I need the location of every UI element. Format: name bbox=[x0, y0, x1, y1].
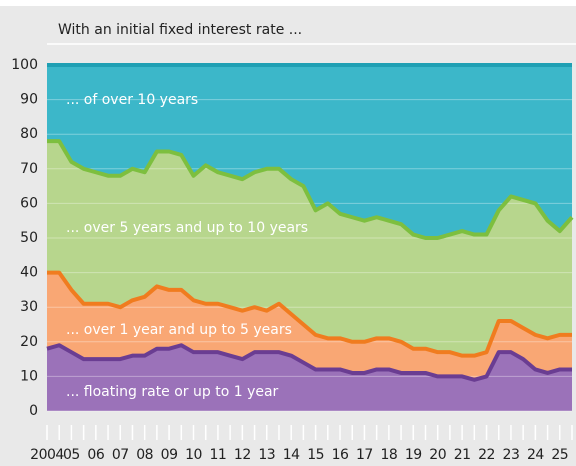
top-strip bbox=[0, 0, 576, 6]
x-tick-label: 22 bbox=[478, 447, 495, 463]
y-tick-label: 100 bbox=[11, 57, 38, 73]
area bbox=[47, 345, 572, 411]
x-tick-label: 10 bbox=[185, 447, 202, 463]
x-tick-label: 17 bbox=[356, 447, 373, 463]
y-tick-label: 50 bbox=[20, 230, 38, 246]
x-tick-label: 2004 bbox=[30, 447, 64, 463]
y-tick-label: 80 bbox=[20, 126, 38, 142]
x-tick-label: 13 bbox=[258, 447, 275, 463]
series-line bbox=[47, 270, 572, 358]
x-tick-label: 05 bbox=[63, 447, 80, 463]
y-tick-label: 90 bbox=[20, 92, 38, 108]
x-tick-label: 23 bbox=[503, 447, 520, 463]
x-tick-label: 19 bbox=[405, 447, 422, 463]
x-tick-label: 14 bbox=[283, 447, 300, 463]
y-tick-label: 30 bbox=[20, 299, 38, 315]
area bbox=[47, 65, 572, 238]
x-tick-label: 08 bbox=[136, 447, 153, 463]
x-tick-label: 24 bbox=[527, 447, 544, 463]
y-tick-label: 20 bbox=[20, 334, 38, 350]
x-tick-label: 16 bbox=[332, 447, 349, 463]
series-label: ... over 1 year and up to 5 years bbox=[66, 322, 292, 338]
x-tick-label: 11 bbox=[210, 447, 227, 463]
y-tick-label: 0 bbox=[29, 403, 38, 419]
y-tick-label: 60 bbox=[20, 195, 38, 211]
x-tick-label: 25 bbox=[551, 447, 568, 463]
y-tick-label: 10 bbox=[20, 368, 38, 384]
x-tick-label: 20 bbox=[429, 447, 446, 463]
area bbox=[47, 141, 572, 356]
series-line bbox=[46, 343, 572, 382]
x-tick-label: 12 bbox=[234, 447, 251, 463]
x-tick-label: 21 bbox=[454, 447, 471, 463]
series-label: ... over 5 years and up to 10 years bbox=[66, 220, 308, 236]
y-tick-label: 70 bbox=[20, 161, 38, 177]
series-label: ... floating rate or up to 1 year bbox=[66, 384, 279, 400]
x-tick-label: 18 bbox=[380, 447, 397, 463]
x-tick-label: 15 bbox=[307, 447, 324, 463]
y-tick-label: 40 bbox=[20, 265, 38, 281]
x-tick-label: 06 bbox=[87, 447, 104, 463]
x-tick-label: 07 bbox=[112, 447, 129, 463]
chart-title: With an initial fixed interest rate ... bbox=[58, 22, 302, 38]
x-tick-label: 09 bbox=[161, 447, 178, 463]
series-label: ... of over 10 years bbox=[66, 92, 198, 108]
series-line bbox=[47, 139, 574, 240]
